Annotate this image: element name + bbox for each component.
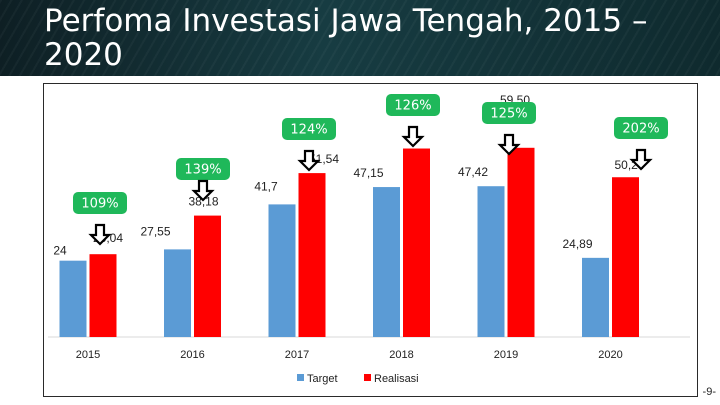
legend-label-target: Target — [307, 373, 338, 385]
down-arrow-icon-2020 — [629, 148, 653, 171]
achievement-badge-2015 — [73, 192, 127, 214]
achievement-label-2017: 124% — [290, 123, 327, 138]
title-banner — [0, 0, 720, 76]
category-label-2018: 2018 — [389, 349, 413, 361]
legend-swatch-realisasi — [364, 374, 371, 381]
bar-target-2015 — [59, 260, 87, 337]
category-label-2019: 2019 — [494, 349, 518, 361]
category-label-2020: 2020 — [598, 349, 622, 361]
achievement-label-2015: 109% — [81, 197, 118, 212]
page-number: -9- — [702, 386, 716, 398]
achievement-badge-2017 — [282, 118, 336, 140]
bar-realisasi-2017 — [298, 173, 326, 337]
category-label-2017: 2017 — [285, 349, 309, 361]
down-arrow-icon-2019 — [497, 133, 521, 156]
value-label-target-2020: 24,89 — [562, 237, 592, 251]
down-arrow-icon-2016 — [191, 179, 215, 202]
value-label-realisasi-2016: 38,18 — [188, 195, 218, 209]
value-label-target-2016: 27,55 — [140, 224, 170, 238]
achievement-badge-2020 — [614, 117, 668, 139]
category-label-2015: 2015 — [76, 349, 100, 361]
legend-label-realisasi: Realisasi — [374, 373, 419, 385]
legend-swatch-target — [297, 374, 304, 381]
bar-target-2018 — [373, 187, 400, 337]
chart-frame — [43, 83, 698, 397]
value-label-target-2019: 47,42 — [458, 165, 488, 179]
value-label-target-2017: 41,7 — [254, 179, 278, 193]
slide-title: Perfoma Investasi Jawa Tengah, 2015 – 20… — [44, 3, 648, 73]
achievement-label-2016: 139% — [184, 163, 221, 178]
bar-realisasi-2020 — [612, 177, 639, 337]
down-arrow-icon-2017 — [297, 149, 321, 172]
achievement-label-2019: 125% — [490, 107, 527, 122]
bar-realisasi-2015 — [89, 254, 117, 337]
category-label-2016: 2016 — [180, 349, 204, 361]
bar-target-2016 — [164, 249, 191, 337]
value-label-target-2018: 47,15 — [353, 166, 383, 180]
bar-realisasi-2019 — [507, 147, 535, 337]
bar-realisasi-2016 — [194, 215, 221, 337]
achievement-label-2018: 126% — [394, 99, 431, 114]
bar-realisasi-2018 — [403, 148, 430, 337]
bar-target-2019 — [477, 186, 505, 337]
down-arrow-icon-2015 — [88, 223, 112, 246]
achievement-badge-2016 — [176, 158, 230, 180]
achievement-badge-2019 — [482, 102, 536, 124]
value-label-target-2015: 24 — [53, 244, 67, 258]
achievement-badge-2018 — [386, 94, 440, 116]
down-arrow-icon-2018 — [401, 125, 425, 148]
bar-target-2017 — [268, 204, 296, 337]
bar-target-2020 — [582, 257, 609, 337]
achievement-label-2020: 202% — [622, 122, 659, 137]
